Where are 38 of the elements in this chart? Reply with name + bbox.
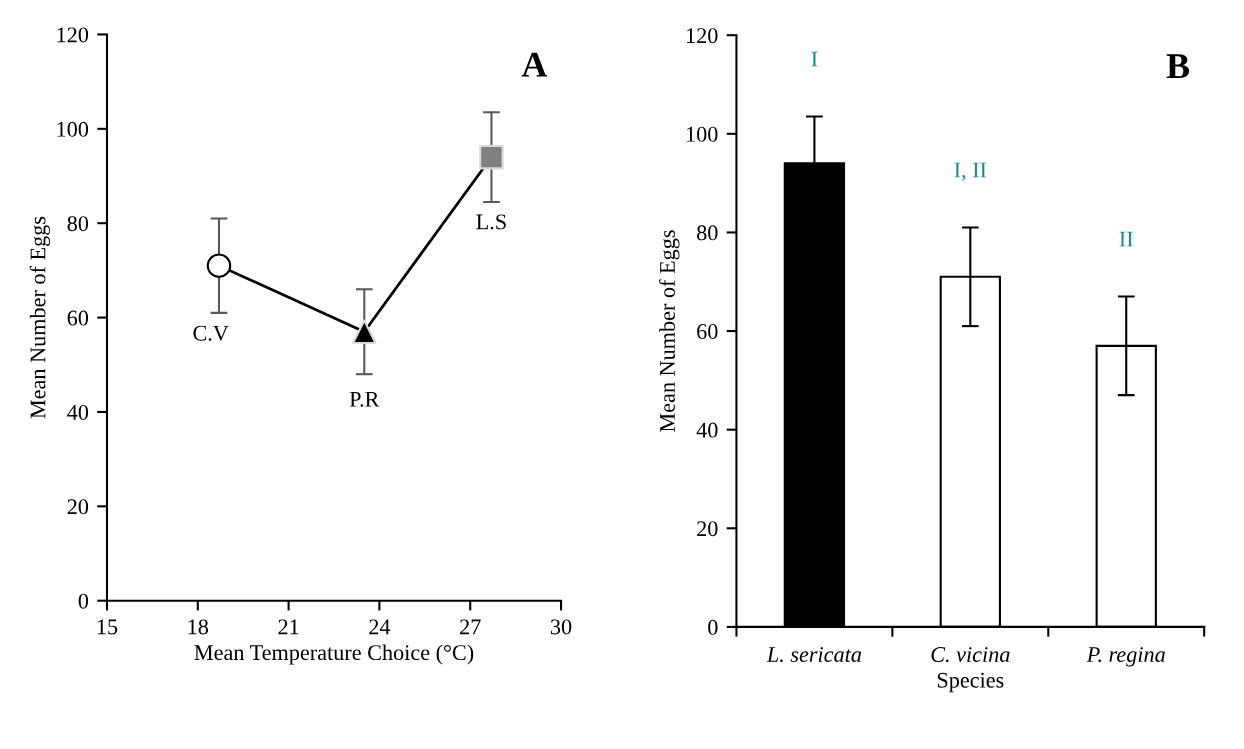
y-tick-label: 80 [67, 216, 89, 232]
x-tick-label: 27 [460, 619, 481, 635]
x-tick-label: P. regina [1086, 647, 1165, 667]
point [206, 253, 232, 278]
x-tick-label: 18 [188, 619, 209, 635]
text: P.R [349, 391, 380, 407]
point [479, 144, 504, 170]
chart-title: A [521, 52, 548, 77]
annotation: II [1119, 231, 1133, 247]
y-tick-label: 100 [687, 126, 718, 142]
y-tick-label: 20 [697, 521, 718, 537]
annotation: I, II [954, 162, 987, 181]
y-tick-label: 40 [67, 404, 89, 420]
point [352, 319, 377, 344]
y-axis-title: Mean Number of Eggs [29, 216, 51, 419]
y-tick-label: 60 [67, 310, 89, 326]
x-tick-label: 30 [551, 619, 572, 635]
x-tick-label: C. vicina [931, 647, 1010, 663]
text: C.V [193, 325, 229, 341]
y-tick-label: 0 [708, 619, 718, 635]
y-tick-label: 60 [697, 323, 718, 339]
y-tick-label: 80 [697, 225, 718, 241]
x-axis-title: Mean Temperature Choice (°C) [194, 644, 474, 665]
x-tick-label: L. sericata [766, 647, 862, 663]
y-tick-label: 0 [78, 593, 89, 609]
x-tick-label: 21 [278, 619, 299, 635]
y-axis-title: Mean Number of Eggs [659, 230, 680, 432]
y-tick-label: 40 [696, 422, 718, 438]
x-tick-label: 15 [97, 619, 118, 635]
y-tick-label: 20 [67, 499, 89, 515]
text: L.S [476, 214, 506, 230]
y-tick-label: 120 [57, 27, 89, 43]
y-tick-label: 100 [57, 121, 89, 137]
annotation: I [811, 51, 818, 67]
x-axis-title: Species [937, 672, 1004, 693]
x-tick-label: 24 [369, 619, 391, 635]
y-tick-label: 120 [687, 28, 718, 44]
chart-title: B [1166, 54, 1190, 79]
